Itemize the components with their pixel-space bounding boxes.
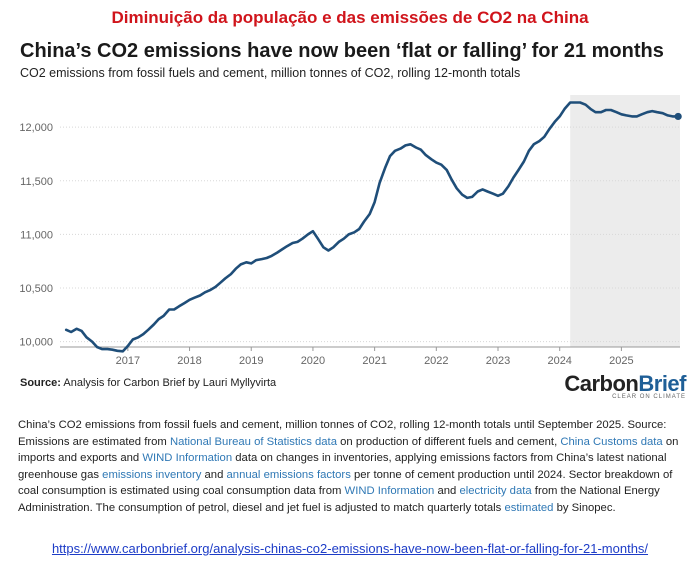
y-tick-label: 10,500	[19, 283, 53, 295]
carbon-brief-logo: CarbonBrief CLEAR ON CLIMATE	[564, 371, 686, 400]
logo-word-carbon: Carbon	[564, 371, 639, 396]
x-tick-label: 2023	[486, 355, 510, 367]
description-text: and	[201, 468, 227, 481]
description-link[interactable]: China Customs data	[560, 435, 663, 448]
source-label: Source:	[20, 377, 61, 389]
description-text: China’s CO2 emissions from fossil fuels …	[18, 419, 667, 448]
x-tick-label: 2019	[239, 355, 263, 367]
source-text: Analysis for Carbon Brief by Lauri Mylly…	[60, 377, 277, 389]
x-tick-label: 2021	[362, 355, 386, 367]
series-end-point	[674, 112, 682, 121]
line-chart: 10,000 10,500 11,000 11,500 12,000 2017 2018 2…	[19, 95, 682, 367]
description-text: on production of different fuels and cem…	[336, 435, 561, 448]
description-link[interactable]: WIND Information	[142, 452, 233, 464]
description-text: by Sinopec.	[553, 501, 616, 514]
emissions-series-line	[64, 101, 680, 353]
x-tick-label: 2022	[424, 355, 448, 367]
x-tick-label: 2024	[547, 355, 571, 367]
logo-tagline: CLEAR ON CLIMATE	[612, 394, 686, 400]
chart-title: China’s CO2 emissions have now been ‘fla…	[20, 40, 664, 62]
y-tick-label: 11,000	[20, 229, 53, 241]
description-link[interactable]: National Bureau of Statistics data	[169, 435, 337, 448]
description-link[interactable]: emissions inventory	[102, 468, 202, 481]
description-text: and	[434, 485, 460, 497]
description-link[interactable]: electricity data	[459, 485, 532, 497]
source-url-link[interactable]: https://www.carbonbrief.org/analysis-chi…	[51, 541, 649, 556]
x-tick-label: 2020	[301, 355, 325, 367]
y-tick-label: 12,000	[19, 122, 53, 134]
description-link[interactable]: estimated	[504, 501, 554, 514]
description-link[interactable]: WIND Information	[344, 485, 435, 497]
y-tick-label: 10,000	[19, 337, 53, 349]
x-tick-label: 2017	[116, 355, 140, 367]
description-text: on imports and exports and	[18, 435, 679, 465]
source-note: Source: Analysis for Carbon Brief by Lau…	[20, 377, 276, 389]
description-link[interactable]: annual emissions factors	[226, 468, 351, 481]
chart-description: China’s CO2 emissions from fossil fuels …	[18, 417, 686, 516]
description-text: per tonne of cement production until 202…	[18, 468, 673, 498]
shaded-region	[570, 95, 680, 347]
x-tick-label: 2018	[177, 355, 201, 367]
description-text: from the National Energy Administration.…	[18, 485, 660, 514]
x-tick-label: 2025	[609, 355, 633, 367]
banner-title: Diminuição da população e das emissões d…	[111, 8, 589, 27]
chart-subtitle: CO2 emissions from fossil fuels and ceme…	[20, 66, 521, 80]
description-text: data on changes in inventories, applying…	[18, 452, 667, 481]
logo-word-brief: Brief	[638, 371, 686, 396]
y-tick-label: 11,500	[20, 176, 53, 188]
